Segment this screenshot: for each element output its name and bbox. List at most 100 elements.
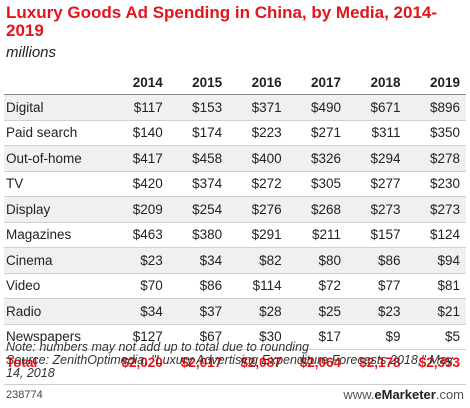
table-cell: $305 [287,171,348,197]
brand-logo[interactable]: www.eMarketer.com [343,387,464,402]
table-cell: $268 [287,196,348,223]
total-cell: $2,087 [228,349,288,375]
table-cell: $124 [406,222,466,248]
total-cell: $2,020 [109,349,169,375]
table-cell: $86 [168,273,229,299]
table-cell: $77 [347,273,407,299]
total-cell: $2,178 [347,349,407,375]
table-row: Video $70 $86 $114 $72 $77 $81 [4,273,466,299]
table-cell: $140 [109,120,169,146]
row-label: Radio [4,298,110,325]
table-row: Paid search $140 $174 $223 $271 $311 $350 [4,120,466,146]
table-cell: $276 [228,196,288,223]
table-cell: $94 [406,247,466,274]
table-cell: $86 [347,247,407,274]
chart-title: Luxury Goods Ad Spending in China, by Me… [6,3,438,40]
brand-prefix: www. [343,387,375,402]
table-cell: $223 [228,120,288,146]
total-cell: $2,064 [287,349,348,375]
table-row: Out-of-home $417 $458 $400 $326 $294 $278 [4,145,466,172]
brand-suffix: .com [435,387,464,402]
column-header: 2017 [287,70,348,95]
total-row: Total $2,020 $2,017 $2,087 $2,064 $2,178 $2,35… [4,349,466,375]
table-cell: $326 [287,145,348,172]
column-header: 2019 [406,70,466,95]
source-text: Source: ZenithOptimedia, "Luxury Adverti… [6,353,453,380]
table-cell: $671 [347,94,407,121]
table-cell: $458 [168,145,229,172]
table-cell: $174 [168,120,229,146]
note-text: Note: numbers may not add up to total du… [6,340,309,354]
row-label: Magazines [4,222,110,248]
table-cell: $157 [347,222,407,248]
table-cell: $420 [109,171,169,197]
column-header: 2016 [228,70,288,95]
total-cell: $2,017 [168,349,229,375]
table-cell: $374 [168,171,229,197]
row-label: Out-of-home [4,145,110,172]
table-cell: $311 [347,120,407,146]
table-cell: $23 [109,247,169,274]
table-cell: $153 [168,94,229,121]
table-cell: $400 [228,145,288,172]
table-cell: $30 [228,324,288,350]
table-cell: $350 [406,120,466,146]
table-cell: $23 [347,298,407,325]
table-cell: $37 [168,298,229,325]
table-cell: $230 [406,171,466,197]
footnote: Note: numbers may not add up to total du… [6,341,466,380]
table-cell: $211 [287,222,348,248]
table-body: Digital $117 $153 $371 $490 $671 $896 Paid sear… [4,94,466,375]
column-header: 2014 [109,70,169,95]
table-cell: $896 [406,94,466,121]
row-label: Paid search [4,120,110,146]
table-cell: $34 [109,298,169,325]
table-cell: $417 [109,145,169,172]
table-cell: $25 [287,298,348,325]
chart-id: 238774 [6,389,43,401]
row-label: Display [4,196,110,223]
table-cell: $273 [406,196,466,223]
header-corner [4,70,110,95]
table-cell: $9 [347,324,407,350]
table-cell: $209 [109,196,169,223]
chart-subtitle: millions [6,44,57,61]
table-cell: $271 [287,120,348,146]
brand-name: eMarketer [374,387,436,402]
table-cell: $81 [406,273,466,299]
table-cell: $114 [228,273,288,299]
table-row: Radio $34 $37 $28 $25 $23 $21 [4,298,466,325]
column-header: 2018 [347,70,407,95]
table-cell: $254 [168,196,229,223]
table-cell: $278 [406,145,466,172]
table-cell: $490 [287,94,348,121]
table-cell: $371 [228,94,288,121]
data-table: 2014 2015 2016 2017 2018 2019 Digital $117 $153… [4,70,466,375]
table-cell: $294 [347,145,407,172]
footer-divider [4,384,466,385]
table-cell: $72 [287,273,348,299]
table-cell: $273 [347,196,407,223]
table-cell: $291 [228,222,288,248]
row-label: Digital [4,94,110,121]
table-cell: $380 [168,222,229,248]
row-label: Cinema [4,247,110,274]
table-cell: $80 [287,247,348,274]
table-cell: $463 [109,222,169,248]
table-row: Cinema $23 $34 $82 $80 $86 $94 [4,247,466,274]
table-row: Display $209 $254 $276 $268 $273 $273 [4,196,466,223]
column-header: 2015 [168,70,229,95]
table-row: Digital $117 $153 $371 $490 $671 $896 [4,94,466,121]
table-cell: $272 [228,171,288,197]
table-cell: $277 [347,171,407,197]
table-row: TV $420 $374 $272 $305 $277 $230 [4,171,466,197]
table-cell: $28 [228,298,288,325]
row-label: TV [4,171,110,197]
header-row: 2014 2015 2016 2017 2018 2019 [4,70,466,95]
table-cell: $21 [406,298,466,325]
table-cell: $82 [228,247,288,274]
row-label: Newspapers [4,324,110,350]
total-cell: $2,353 [406,349,466,375]
row-label: Video [4,273,110,299]
table-cell: $34 [168,247,229,274]
